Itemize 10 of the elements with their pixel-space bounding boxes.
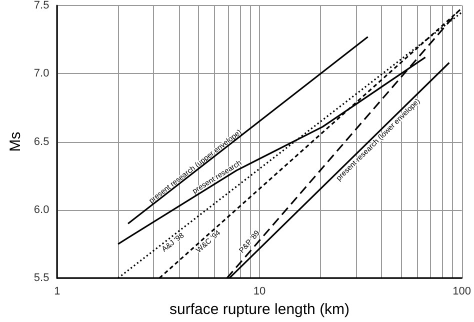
- x-tick-label: 100: [452, 286, 472, 298]
- y-tick-label: 6.0: [34, 204, 50, 216]
- y-tick-label: 6.5: [34, 136, 50, 148]
- y-tick-label: 7.0: [34, 68, 50, 80]
- x-axis-title: surface rupture length (km): [169, 301, 350, 318]
- x-tick-label: 10: [253, 286, 266, 298]
- y-axis-title: Ms: [7, 132, 24, 152]
- y-tick-label: 5.5: [34, 272, 50, 284]
- y-tick-label: 7.5: [34, 0, 50, 12]
- x-tick-label: 1: [54, 286, 60, 298]
